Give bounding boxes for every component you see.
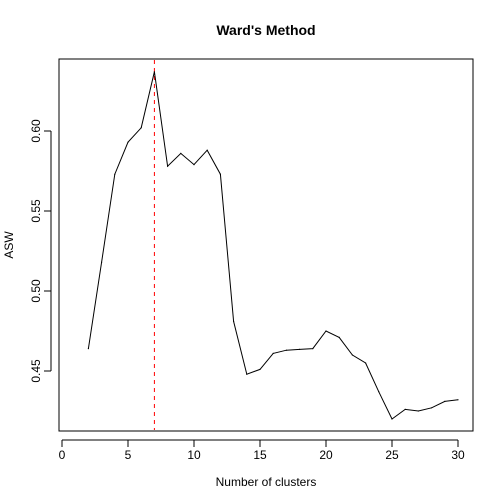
data-point <box>365 362 367 364</box>
data-point <box>378 391 380 393</box>
x-tick-label: 10 <box>187 448 201 462</box>
x-tick-label: 30 <box>451 448 465 462</box>
x-tick-label: 25 <box>385 448 399 462</box>
data-point <box>259 368 261 370</box>
y-tick-label: 0.60 <box>29 119 43 143</box>
x-axis: 0 5 10 15 20 25 30 <box>59 439 465 462</box>
data-point <box>114 173 116 175</box>
data-point <box>272 352 274 354</box>
data-point <box>431 407 433 409</box>
data-point <box>285 349 287 351</box>
data-point <box>299 348 301 350</box>
y-tick-label: 0.45 <box>29 359 43 383</box>
x-tick-label: 20 <box>319 448 333 462</box>
data-point <box>444 400 446 402</box>
data-point <box>391 418 393 420</box>
x-tick-label: 15 <box>253 448 267 462</box>
data-point <box>167 165 169 167</box>
data-point <box>180 152 182 154</box>
x-tick-label: 5 <box>125 448 132 462</box>
data-point <box>338 336 340 338</box>
data-point <box>127 141 129 143</box>
data-point <box>246 373 248 375</box>
plot-frame <box>58 58 474 432</box>
chart-title: Ward's Method <box>216 22 315 38</box>
data-point <box>325 330 327 332</box>
y-axis-label: ASW <box>2 231 16 259</box>
asw-series-line <box>87 71 459 420</box>
data-point <box>153 71 155 73</box>
data-point <box>351 354 353 356</box>
y-axis: 0.45 0.50 0.55 0.60 <box>29 119 52 383</box>
data-point <box>219 173 221 175</box>
x-axis-label: Number of clusters <box>216 475 317 489</box>
data-point <box>206 149 208 151</box>
data-point <box>312 348 314 350</box>
data-point <box>101 261 103 263</box>
x-tick-label: 0 <box>59 448 66 462</box>
data-point <box>193 164 195 166</box>
plot-area <box>87 60 459 430</box>
data-point <box>417 410 419 412</box>
data-point <box>140 127 142 129</box>
data-point <box>457 399 459 401</box>
y-tick-label: 0.55 <box>29 199 43 223</box>
data-point <box>87 348 89 350</box>
data-point <box>404 408 406 410</box>
y-tick-label: 0.50 <box>29 279 43 303</box>
data-point <box>233 320 235 322</box>
